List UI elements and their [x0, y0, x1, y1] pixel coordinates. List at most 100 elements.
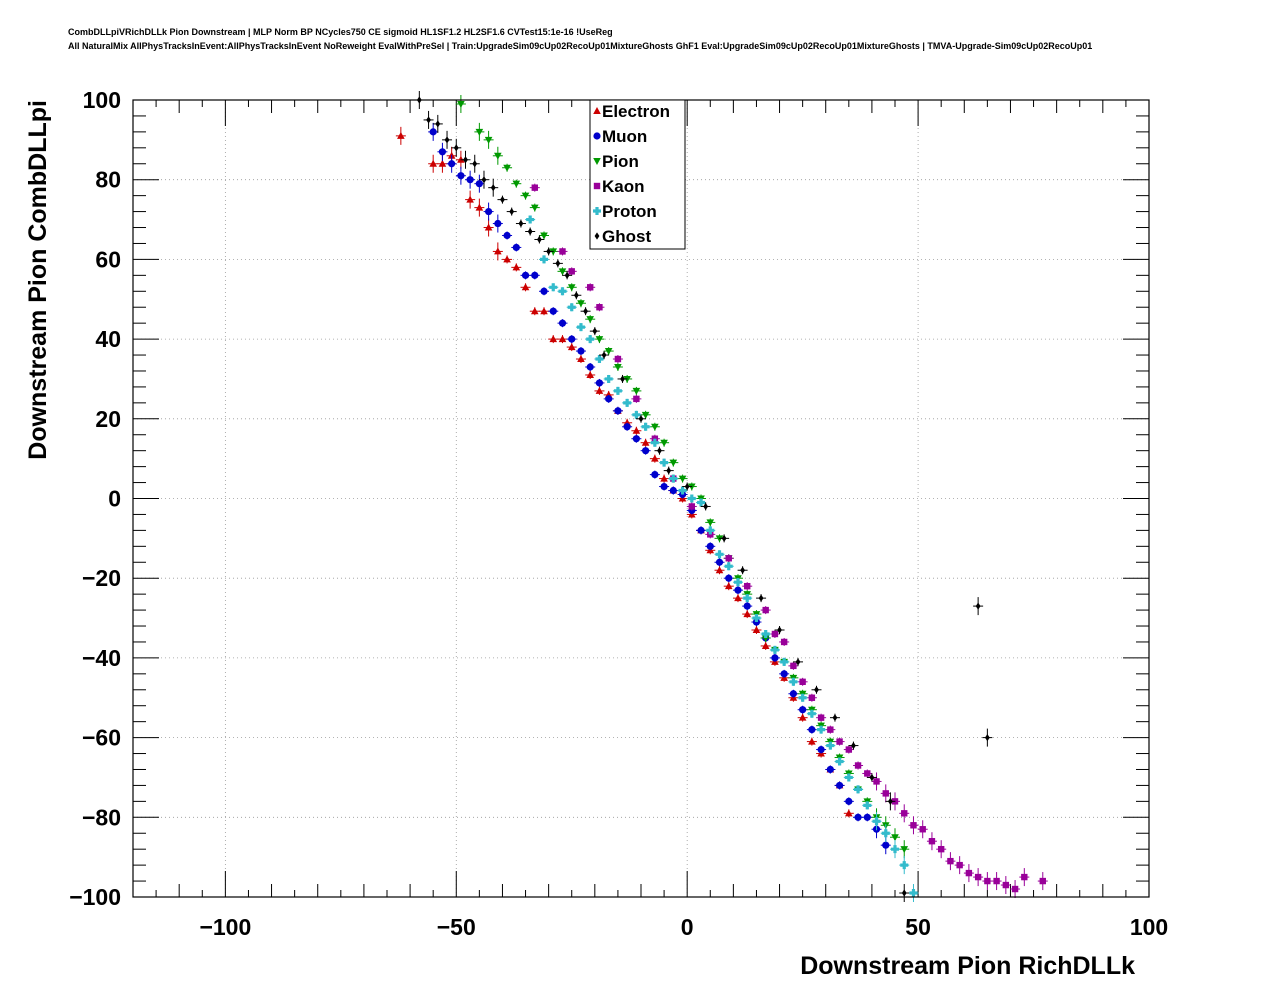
- data-point: [558, 268, 567, 276]
- y-tick-label: −20: [82, 565, 121, 591]
- data-point: [592, 327, 598, 335]
- data-point: [798, 693, 807, 702]
- data-point: [669, 486, 677, 495]
- data-point: [484, 223, 493, 231]
- y-tick-label: 100: [83, 87, 121, 113]
- data-point: [494, 152, 502, 160]
- data-point: [586, 363, 594, 371]
- data-point: [567, 303, 576, 312]
- data-point: [697, 526, 705, 534]
- data-point: [799, 678, 806, 686]
- data-point: [901, 810, 908, 817]
- data-point: [438, 148, 447, 156]
- data-point: [1011, 885, 1019, 893]
- data-point: [638, 415, 644, 423]
- y-tick-label: −40: [82, 645, 121, 671]
- x-tick-label: 100: [1130, 914, 1168, 940]
- data-point: [882, 790, 889, 797]
- data-point: [789, 690, 798, 698]
- data-point: [623, 423, 631, 431]
- data-point: [956, 861, 963, 869]
- data-point: [808, 737, 816, 745]
- data-point: [512, 243, 520, 252]
- data-point: [827, 726, 834, 733]
- data-point: [494, 247, 502, 255]
- data-point: [448, 160, 456, 168]
- data-point: [490, 184, 496, 192]
- x-tick-label: 0: [681, 914, 694, 940]
- data-point: [928, 838, 936, 845]
- data-point: [564, 271, 570, 279]
- data-point: [521, 192, 530, 200]
- data-point: [457, 100, 465, 108]
- data-point: [901, 889, 907, 897]
- data-point: [530, 307, 539, 315]
- data-point: [780, 657, 789, 666]
- y-tick-label: −60: [82, 725, 121, 751]
- data-point: [993, 877, 1000, 885]
- data-point: [761, 634, 770, 642]
- data-point: [577, 300, 585, 308]
- data-point: [633, 395, 640, 403]
- data-point: [684, 482, 690, 491]
- tick-labels: −100 −50 0 50 100 −100 −80 −60 −40 −20 0 20 40 60 80 10…: [69, 87, 1168, 940]
- axis-ticks: [132, 99, 1150, 898]
- legend-marker-proton: [593, 207, 602, 215]
- data-point: [743, 610, 752, 618]
- data-point: [601, 351, 607, 359]
- data-point: [549, 307, 557, 315]
- legend-label-pion: Pion: [602, 152, 639, 171]
- data-point: [503, 164, 511, 172]
- series-ghost: [414, 91, 993, 903]
- data-point: [605, 395, 613, 403]
- data-point: [909, 889, 918, 898]
- data-point: [706, 519, 715, 527]
- y-tick-label: 20: [95, 406, 121, 432]
- data-point: [947, 857, 954, 865]
- data-point: [851, 741, 856, 750]
- data-point: [595, 386, 604, 394]
- x-tick-label: −100: [199, 914, 251, 940]
- data-point: [807, 709, 816, 718]
- data-points: [395, 91, 1048, 903]
- data-point: [706, 542, 714, 550]
- data-point: [752, 626, 761, 634]
- data-point: [817, 745, 825, 754]
- data-point: [540, 232, 548, 240]
- data-point: [632, 410, 641, 419]
- legend-marker-electron: [593, 107, 601, 114]
- legend: Electron Muon Pion Kaon Proton Ghost: [589, 99, 686, 250]
- data-point: [777, 626, 782, 634]
- data-point: [835, 781, 844, 790]
- data-point: [863, 813, 871, 821]
- data-point: [475, 180, 483, 188]
- data-point: [688, 503, 695, 510]
- data-point: [900, 846, 909, 854]
- data-point: [725, 555, 732, 562]
- data-point: [660, 439, 668, 447]
- data-point: [937, 845, 945, 853]
- data-point: [706, 526, 715, 535]
- data-point: [641, 422, 650, 431]
- data-point: [521, 283, 530, 291]
- data-point: [752, 614, 761, 623]
- data-point: [808, 726, 816, 734]
- data-point: [734, 594, 742, 602]
- data-point: [734, 586, 742, 594]
- data-point: [657, 447, 662, 455]
- data-point: [577, 347, 585, 355]
- data-point: [650, 438, 659, 447]
- data-point: [660, 474, 668, 482]
- y-tick-label: 80: [95, 167, 121, 193]
- data-point: [558, 287, 567, 296]
- data-point: [632, 387, 641, 395]
- data-point: [595, 355, 604, 364]
- legend-marker-pion: [593, 158, 601, 165]
- data-point: [891, 845, 900, 854]
- data-point: [558, 319, 567, 327]
- data-point: [854, 762, 862, 769]
- data-point: [586, 370, 594, 378]
- x-axis-title: Downstream Pion RichDLLk: [800, 952, 1135, 980]
- data-point: [725, 574, 733, 582]
